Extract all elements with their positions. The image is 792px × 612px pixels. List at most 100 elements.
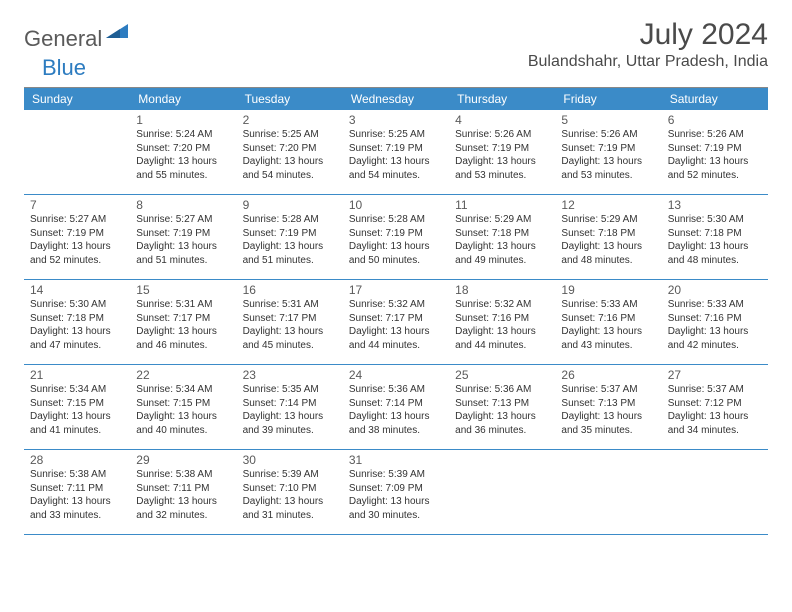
sunrise-text: Sunrise: 5:29 AM [455,213,549,227]
sunset-text: Sunset: 7:19 PM [243,227,337,241]
daylight-text: Daylight: 13 hours [30,410,124,424]
daylight-text: Daylight: 13 hours [349,155,443,169]
week-row: 1Sunrise: 5:24 AMSunset: 7:20 PMDaylight… [24,110,768,195]
day-cell: 30Sunrise: 5:39 AMSunset: 7:10 PMDayligh… [237,450,343,534]
day-cell: 6Sunrise: 5:26 AMSunset: 7:19 PMDaylight… [662,110,768,194]
sunrise-text: Sunrise: 5:31 AM [243,298,337,312]
day-cell: 26Sunrise: 5:37 AMSunset: 7:13 PMDayligh… [555,365,661,449]
dayhead-sat: Saturday [662,88,768,110]
week-row: 7Sunrise: 5:27 AMSunset: 7:19 PMDaylight… [24,195,768,280]
sunset-text: Sunset: 7:20 PM [136,142,230,156]
day-number: 6 [668,113,762,127]
day-number: 30 [243,453,337,467]
day-number: 21 [30,368,124,382]
sunset-text: Sunset: 7:19 PM [349,142,443,156]
day-number: 23 [243,368,337,382]
sunset-text: Sunset: 7:17 PM [243,312,337,326]
month-title: July 2024 [528,18,768,51]
sunrise-text: Sunrise: 5:39 AM [349,468,443,482]
sunrise-text: Sunrise: 5:33 AM [668,298,762,312]
sunrise-text: Sunrise: 5:28 AM [349,213,443,227]
day-number: 7 [30,198,124,212]
daylight-text: and 48 minutes. [561,254,655,268]
day-cell: 3Sunrise: 5:25 AMSunset: 7:19 PMDaylight… [343,110,449,194]
daylight-text: and 54 minutes. [243,169,337,183]
sunrise-text: Sunrise: 5:34 AM [136,383,230,397]
daylight-text: and 51 minutes. [136,254,230,268]
sunset-text: Sunset: 7:18 PM [455,227,549,241]
day-cell: 17Sunrise: 5:32 AMSunset: 7:17 PMDayligh… [343,280,449,364]
daylight-text: Daylight: 13 hours [668,240,762,254]
daylight-text: and 30 minutes. [349,509,443,523]
daylight-text: Daylight: 13 hours [136,155,230,169]
sunset-text: Sunset: 7:11 PM [30,482,124,496]
day-number: 1 [136,113,230,127]
sunrise-text: Sunrise: 5:30 AM [30,298,124,312]
daylight-text: Daylight: 13 hours [243,240,337,254]
sunset-text: Sunset: 7:19 PM [349,227,443,241]
sunrise-text: Sunrise: 5:25 AM [349,128,443,142]
day-cell: 2Sunrise: 5:25 AMSunset: 7:20 PMDaylight… [237,110,343,194]
calendar-grid: Sunday Monday Tuesday Wednesday Thursday… [24,87,768,535]
sunrise-text: Sunrise: 5:33 AM [561,298,655,312]
day-number: 16 [243,283,337,297]
day-cell: 29Sunrise: 5:38 AMSunset: 7:11 PMDayligh… [130,450,236,534]
sunrise-text: Sunrise: 5:36 AM [455,383,549,397]
sunset-text: Sunset: 7:19 PM [136,227,230,241]
daylight-text: and 55 minutes. [136,169,230,183]
day-cell: 18Sunrise: 5:32 AMSunset: 7:16 PMDayligh… [449,280,555,364]
sunrise-text: Sunrise: 5:32 AM [349,298,443,312]
day-number: 9 [243,198,337,212]
daylight-text: Daylight: 13 hours [668,325,762,339]
sunrise-text: Sunrise: 5:39 AM [243,468,337,482]
daylight-text: Daylight: 13 hours [668,410,762,424]
daylight-text: and 36 minutes. [455,424,549,438]
daylight-text: and 35 minutes. [561,424,655,438]
daylight-text: Daylight: 13 hours [243,495,337,509]
sunset-text: Sunset: 7:17 PM [349,312,443,326]
daylight-text: and 52 minutes. [30,254,124,268]
sunset-text: Sunset: 7:15 PM [30,397,124,411]
daylight-text: and 34 minutes. [668,424,762,438]
dayhead-mon: Monday [130,88,236,110]
daylight-text: and 50 minutes. [349,254,443,268]
day-cell: 1Sunrise: 5:24 AMSunset: 7:20 PMDaylight… [130,110,236,194]
day-number: 4 [455,113,549,127]
day-number: 26 [561,368,655,382]
day-cell: 10Sunrise: 5:28 AMSunset: 7:19 PMDayligh… [343,195,449,279]
sunset-text: Sunset: 7:19 PM [30,227,124,241]
sunrise-text: Sunrise: 5:37 AM [561,383,655,397]
dayhead-wed: Wednesday [343,88,449,110]
day-number: 14 [30,283,124,297]
daylight-text: and 52 minutes. [668,169,762,183]
daylight-text: Daylight: 13 hours [30,325,124,339]
week-row: 28Sunrise: 5:38 AMSunset: 7:11 PMDayligh… [24,450,768,535]
daylight-text: Daylight: 13 hours [349,240,443,254]
sunset-text: Sunset: 7:16 PM [455,312,549,326]
logo: General [24,24,130,53]
sunrise-text: Sunrise: 5:31 AM [136,298,230,312]
sunrise-text: Sunrise: 5:32 AM [455,298,549,312]
day-cell: 12Sunrise: 5:29 AMSunset: 7:18 PMDayligh… [555,195,661,279]
daylight-text: and 47 minutes. [30,339,124,353]
day-cell: 19Sunrise: 5:33 AMSunset: 7:16 PMDayligh… [555,280,661,364]
sunset-text: Sunset: 7:19 PM [455,142,549,156]
day-cell: 21Sunrise: 5:34 AMSunset: 7:15 PMDayligh… [24,365,130,449]
day-number: 17 [349,283,443,297]
daylight-text: Daylight: 13 hours [243,410,337,424]
sunset-text: Sunset: 7:09 PM [349,482,443,496]
sunset-text: Sunset: 7:16 PM [668,312,762,326]
day-number: 29 [136,453,230,467]
day-number: 18 [455,283,549,297]
title-block: July 2024 Bulandshahr, Uttar Pradesh, In… [528,18,768,71]
dayhead-fri: Friday [555,88,661,110]
day-cell: 27Sunrise: 5:37 AMSunset: 7:12 PMDayligh… [662,365,768,449]
sunrise-text: Sunrise: 5:24 AM [136,128,230,142]
sunset-text: Sunset: 7:11 PM [136,482,230,496]
empty-cell [662,450,768,534]
day-cell: 22Sunrise: 5:34 AMSunset: 7:15 PMDayligh… [130,365,236,449]
sunrise-text: Sunrise: 5:29 AM [561,213,655,227]
daylight-text: and 53 minutes. [561,169,655,183]
day-cell: 31Sunrise: 5:39 AMSunset: 7:09 PMDayligh… [343,450,449,534]
day-cell: 7Sunrise: 5:27 AMSunset: 7:19 PMDaylight… [24,195,130,279]
